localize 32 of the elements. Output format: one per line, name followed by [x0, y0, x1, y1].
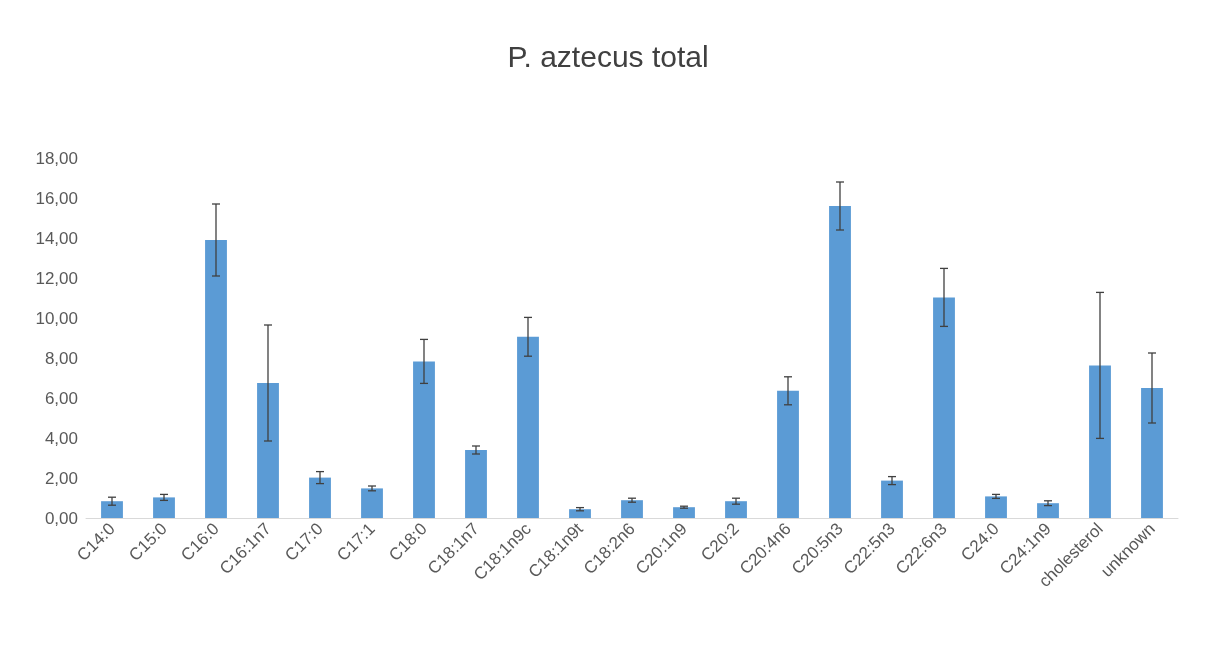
y-tick-label: 2,00	[44, 468, 78, 488]
bar	[569, 509, 591, 518]
y-tick-label: 12,00	[35, 268, 78, 288]
chart-title: P. aztecus total	[507, 39, 709, 73]
bar	[1089, 365, 1111, 518]
bar	[465, 450, 487, 518]
y-tick-label: 18,00	[35, 148, 78, 168]
bar	[725, 501, 747, 518]
bar	[257, 383, 279, 518]
bar	[101, 501, 123, 518]
y-tick-label: 6,00	[44, 388, 78, 408]
bar	[777, 390, 799, 518]
bar	[985, 496, 1007, 518]
bar	[205, 240, 227, 518]
bar	[829, 206, 851, 518]
y-tick-label: 8,00	[44, 348, 78, 368]
bar	[517, 336, 539, 518]
bar	[673, 507, 695, 518]
bar	[1037, 503, 1059, 518]
y-tick-label: 0,00	[44, 508, 78, 528]
bar	[309, 477, 331, 518]
bar	[881, 480, 903, 518]
bar	[413, 361, 435, 518]
bar	[153, 497, 175, 518]
y-tick-label: 4,00	[44, 428, 78, 448]
y-tick-label: 14,00	[35, 228, 78, 248]
bar	[1141, 388, 1163, 518]
y-tick-label: 10,00	[35, 308, 78, 328]
bar	[621, 500, 643, 518]
bar	[933, 297, 955, 518]
bar	[361, 488, 383, 518]
y-tick-label: 16,00	[35, 188, 78, 208]
